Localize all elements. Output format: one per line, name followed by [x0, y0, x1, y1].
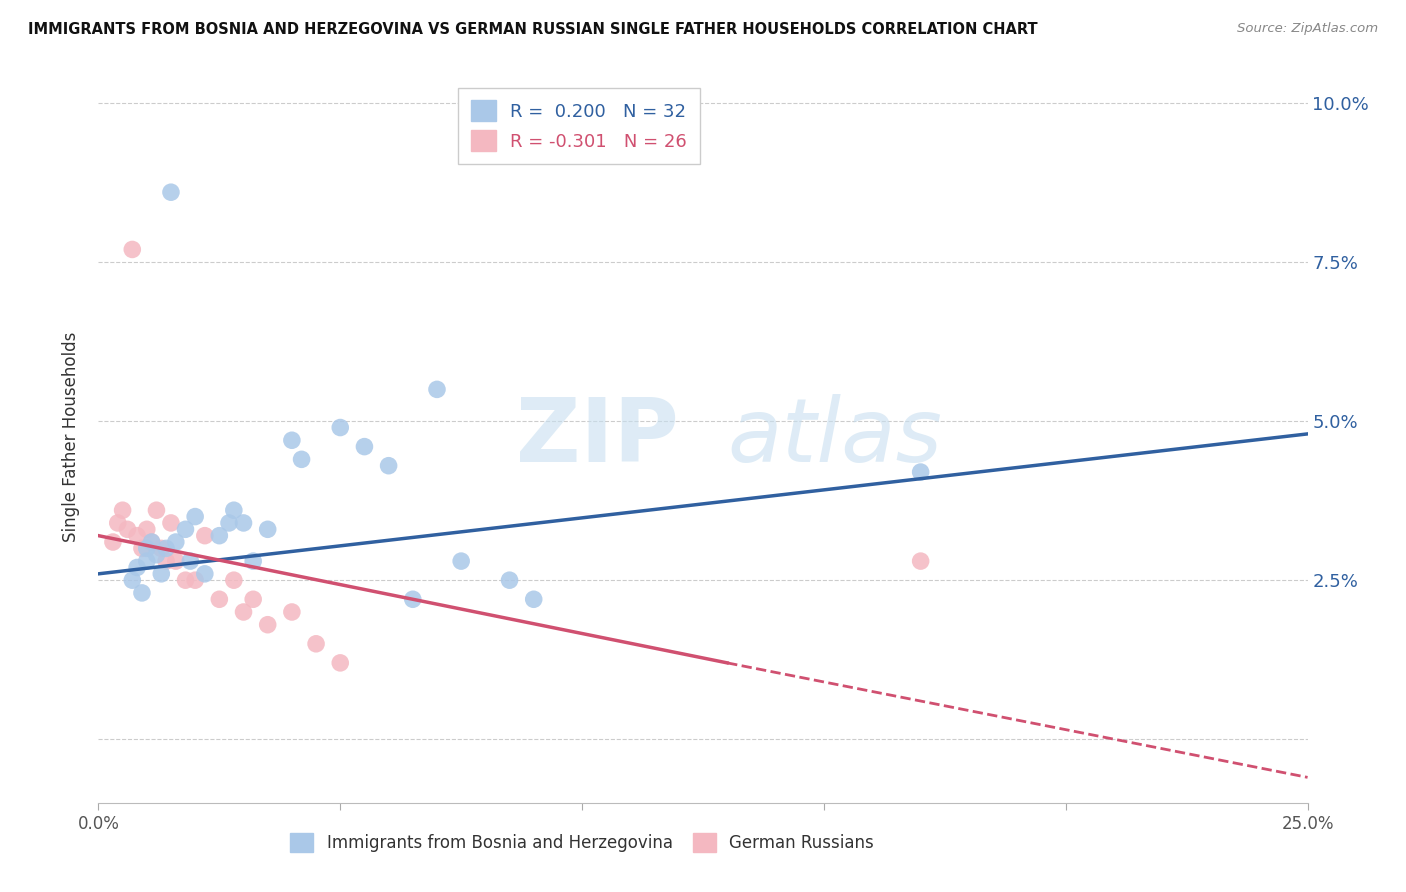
Point [329, 656, 352, 670]
Point [127, 560, 149, 574]
Point [131, 586, 153, 600]
Point [184, 509, 207, 524]
Point [242, 554, 264, 568]
Point [174, 522, 197, 536]
Point [101, 535, 124, 549]
Point [208, 592, 231, 607]
Point [256, 617, 278, 632]
Point [222, 573, 245, 587]
Point [150, 566, 173, 581]
Text: Source: ZipAtlas.com: Source: ZipAtlas.com [1237, 22, 1378, 36]
Point [155, 554, 177, 568]
Point [910, 465, 932, 479]
Point [145, 548, 167, 562]
Point [141, 535, 163, 549]
Point [135, 541, 157, 556]
Point [165, 535, 187, 549]
Point [135, 554, 157, 568]
Point [232, 516, 254, 530]
Legend: Immigrants from Bosnia and Herzegovina, German Russians: Immigrants from Bosnia and Herzegovina, … [281, 824, 883, 860]
Y-axis label: Single Father Households: Single Father Households [62, 332, 80, 542]
Point [329, 420, 352, 434]
Point [107, 516, 129, 530]
Text: atlas: atlas [727, 394, 942, 480]
Text: ZIP: ZIP [516, 393, 679, 481]
Point [256, 522, 278, 536]
Point [305, 637, 328, 651]
Point [450, 554, 472, 568]
Point [111, 503, 134, 517]
Point [377, 458, 399, 473]
Point [165, 554, 187, 568]
Point [402, 592, 425, 607]
Point [222, 503, 245, 517]
Point [290, 452, 312, 467]
Point [135, 522, 157, 536]
Point [194, 529, 217, 543]
Point [174, 573, 197, 587]
Point [145, 503, 167, 517]
Point [281, 605, 304, 619]
Point [194, 566, 217, 581]
Point [131, 541, 153, 556]
Point [160, 185, 183, 199]
Text: IMMIGRANTS FROM BOSNIA AND HERZEGOVINA VS GERMAN RUSSIAN SINGLE FATHER HOUSEHOLD: IMMIGRANTS FROM BOSNIA AND HERZEGOVINA V… [28, 22, 1038, 37]
Point [155, 541, 177, 556]
Point [160, 516, 183, 530]
Point [127, 529, 149, 543]
Point [179, 554, 201, 568]
Point [208, 529, 231, 543]
Point [141, 535, 163, 549]
Point [121, 573, 143, 587]
Point [353, 440, 375, 454]
Point [281, 434, 304, 448]
Point [218, 516, 240, 530]
Point [523, 592, 546, 607]
Point [426, 383, 449, 397]
Point [150, 541, 173, 556]
Point [232, 605, 254, 619]
Point [121, 243, 143, 257]
Point [242, 592, 264, 607]
Point [117, 522, 139, 536]
Point [910, 554, 932, 568]
Point [498, 573, 520, 587]
Point [184, 573, 207, 587]
